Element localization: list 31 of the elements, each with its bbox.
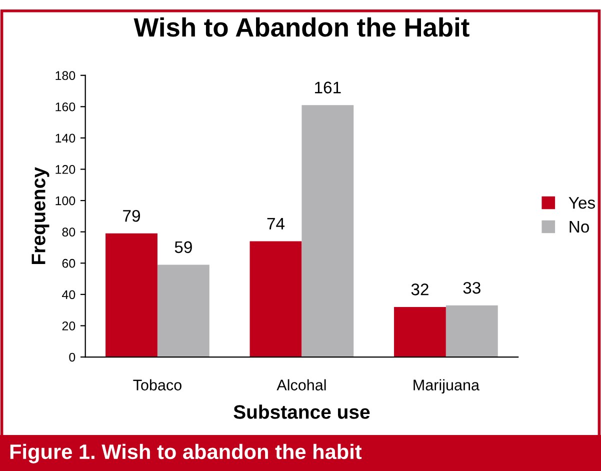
data-label: 161 — [315, 82, 341, 94]
x-tick-label: Tobaco — [133, 379, 182, 390]
y-tick-label: 100 — [56, 196, 76, 206]
y-tick-label: 120 — [56, 165, 76, 174]
y-tick-label: 40 — [62, 290, 76, 300]
bar — [394, 306, 446, 358]
bar — [302, 105, 354, 358]
y-tick-label: 20 — [62, 322, 76, 330]
x-axis-title: Substance use — [234, 404, 370, 419]
data-label: 33 — [463, 282, 480, 294]
y-tick-label: 140 — [56, 134, 76, 143]
x-tick-label: Marijuana — [414, 379, 480, 394]
data-label: 74 — [267, 218, 285, 230]
y-tick-label: 60 — [62, 258, 76, 268]
chart-title: Wish to Abandon the Habit — [134, 17, 470, 37]
y-tick-label: 0 — [69, 352, 76, 362]
y-tick-label: 160 — [56, 102, 76, 112]
data-label: 32 — [411, 284, 428, 296]
bar — [157, 264, 210, 358]
legend-label: Yes — [568, 197, 595, 209]
legend-label: No — [570, 221, 589, 233]
x-tick-label: Alcohal — [276, 379, 326, 390]
y-tick-label: 180 — [56, 71, 76, 80]
bar — [250, 241, 302, 358]
bar — [106, 233, 158, 358]
data-label: 59 — [174, 241, 192, 254]
data-label: 79 — [123, 210, 140, 222]
bar — [446, 305, 498, 358]
y-axis-title: Frequency — [32, 167, 50, 264]
y-tick-label: 80 — [62, 228, 76, 236]
caption: Figure 1. Wish to abandon the habit — [10, 444, 362, 464]
